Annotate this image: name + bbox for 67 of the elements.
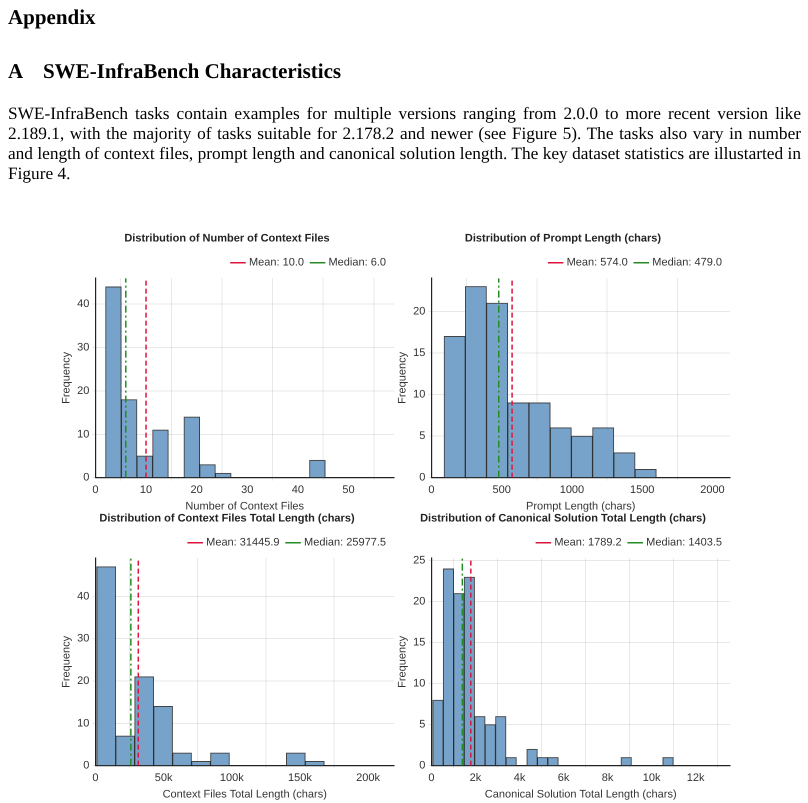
x-axis-title: Prompt Length (chars) bbox=[526, 500, 636, 512]
y-tick-label: 30 bbox=[77, 632, 90, 645]
legend-label: Mean: 1789.2 bbox=[554, 536, 622, 549]
x-tick-label: 500 bbox=[492, 484, 511, 496]
y-tick-label: 20 bbox=[77, 674, 90, 687]
y-tick-label: 0 bbox=[419, 760, 426, 772]
chart-title: Distribution of Canonical Solution Total Length (chars) bbox=[420, 512, 706, 525]
text: Appendix bbox=[8, 4, 97, 30]
y-tick-label: 0 bbox=[83, 760, 90, 772]
y-tick-label: 15 bbox=[413, 636, 426, 649]
x-tick-label: 2k bbox=[470, 772, 482, 784]
chart-title: Distribution of Number of Context Files bbox=[124, 232, 330, 245]
y-axis-title: Frequency bbox=[396, 351, 409, 404]
legend-label: Mean: 31445.9 bbox=[206, 536, 280, 549]
x-tick-label: 0 bbox=[428, 484, 434, 496]
y-tick-label: 25 bbox=[413, 554, 426, 567]
x-tick-label: 8k bbox=[602, 772, 614, 784]
y-tick-label: 20 bbox=[77, 384, 90, 397]
x-tick-label: 20 bbox=[190, 484, 203, 496]
y-tick-label: 0 bbox=[419, 472, 426, 484]
y-tick-label: 10 bbox=[77, 428, 90, 440]
y-axis-title: Frequency bbox=[60, 635, 73, 688]
text: A SWE-InfraBench Characteristics bbox=[8, 58, 342, 84]
y-tick-label: 10 bbox=[77, 717, 90, 730]
x-tick-label: 150k bbox=[288, 772, 312, 784]
x-tick-label: 40 bbox=[292, 484, 304, 496]
legend-label: Median: 6.0 bbox=[328, 256, 386, 269]
x-tick-label: 10k bbox=[642, 772, 661, 784]
y-tick-label: 5 bbox=[419, 430, 426, 442]
x-tick-label: 30 bbox=[241, 484, 254, 496]
x-tick-label: 2000 bbox=[700, 484, 725, 496]
y-tick-label: 30 bbox=[77, 342, 90, 354]
x-tick-label: 0 bbox=[92, 772, 98, 784]
x-tick-label: 200k bbox=[356, 772, 381, 784]
x-tick-label: 1500 bbox=[630, 484, 654, 496]
text: SWE-InfraBench tasks contain examples for multiple versions ranging from 2.0.0 to more recent version like 2.189.1, with the majority of tasks suitable for 2.178.2 and newer (see Figure 5). The tasks also vary in number and length of context files, prompt length and canonical solution length. The key dataset statistics are illustarted in Figure 4. bbox=[8, 104, 801, 184]
y-tick-label: 10 bbox=[413, 388, 426, 401]
x-axis-title: Canonical Solution Total Length (chars) bbox=[484, 788, 677, 800]
x-tick-label: 0 bbox=[428, 772, 434, 784]
y-tick-label: 40 bbox=[77, 298, 90, 310]
y-axis-title: Frequency bbox=[60, 351, 73, 404]
x-tick-label: 12k bbox=[686, 772, 706, 784]
y-tick-label: 10 bbox=[413, 678, 426, 690]
chart-title: Distribution of Prompt Length (chars) bbox=[464, 232, 662, 245]
x-tick-label: 0 bbox=[92, 484, 98, 496]
x-axis-title: Context Files Total Length (chars) bbox=[162, 788, 327, 800]
x-tick-label: 1000 bbox=[560, 484, 584, 496]
legend-label: Median: 479.0 bbox=[652, 256, 722, 269]
y-tick-label: 15 bbox=[413, 347, 426, 360]
x-tick-label: 4k bbox=[514, 772, 526, 784]
x-tick-label: 50k bbox=[154, 772, 173, 784]
y-tick-label: 5 bbox=[419, 718, 426, 731]
chart-title: Distribution of Context Files Total Length (chars) bbox=[99, 512, 355, 525]
x-tick-label: 100k bbox=[220, 772, 244, 784]
y-tick-label: 0 bbox=[83, 472, 90, 484]
x-tick-label: 50 bbox=[342, 484, 355, 496]
y-tick-label: 40 bbox=[77, 590, 90, 602]
legend-label: Mean: 10.0 bbox=[248, 256, 304, 269]
x-tick-label: 10 bbox=[140, 484, 152, 496]
y-axis-title: Frequency bbox=[396, 635, 409, 688]
legend-label: Mean: 574.0 bbox=[566, 256, 628, 269]
x-tick-label: 6k bbox=[558, 772, 570, 784]
y-tick-label: 20 bbox=[413, 596, 426, 608]
y-tick-label: 20 bbox=[413, 305, 426, 318]
x-axis-title: Number of Context Files bbox=[185, 500, 305, 512]
legend-label: Median: 1403.5 bbox=[646, 536, 722, 549]
legend-label: Median: 25977.5 bbox=[304, 536, 386, 549]
